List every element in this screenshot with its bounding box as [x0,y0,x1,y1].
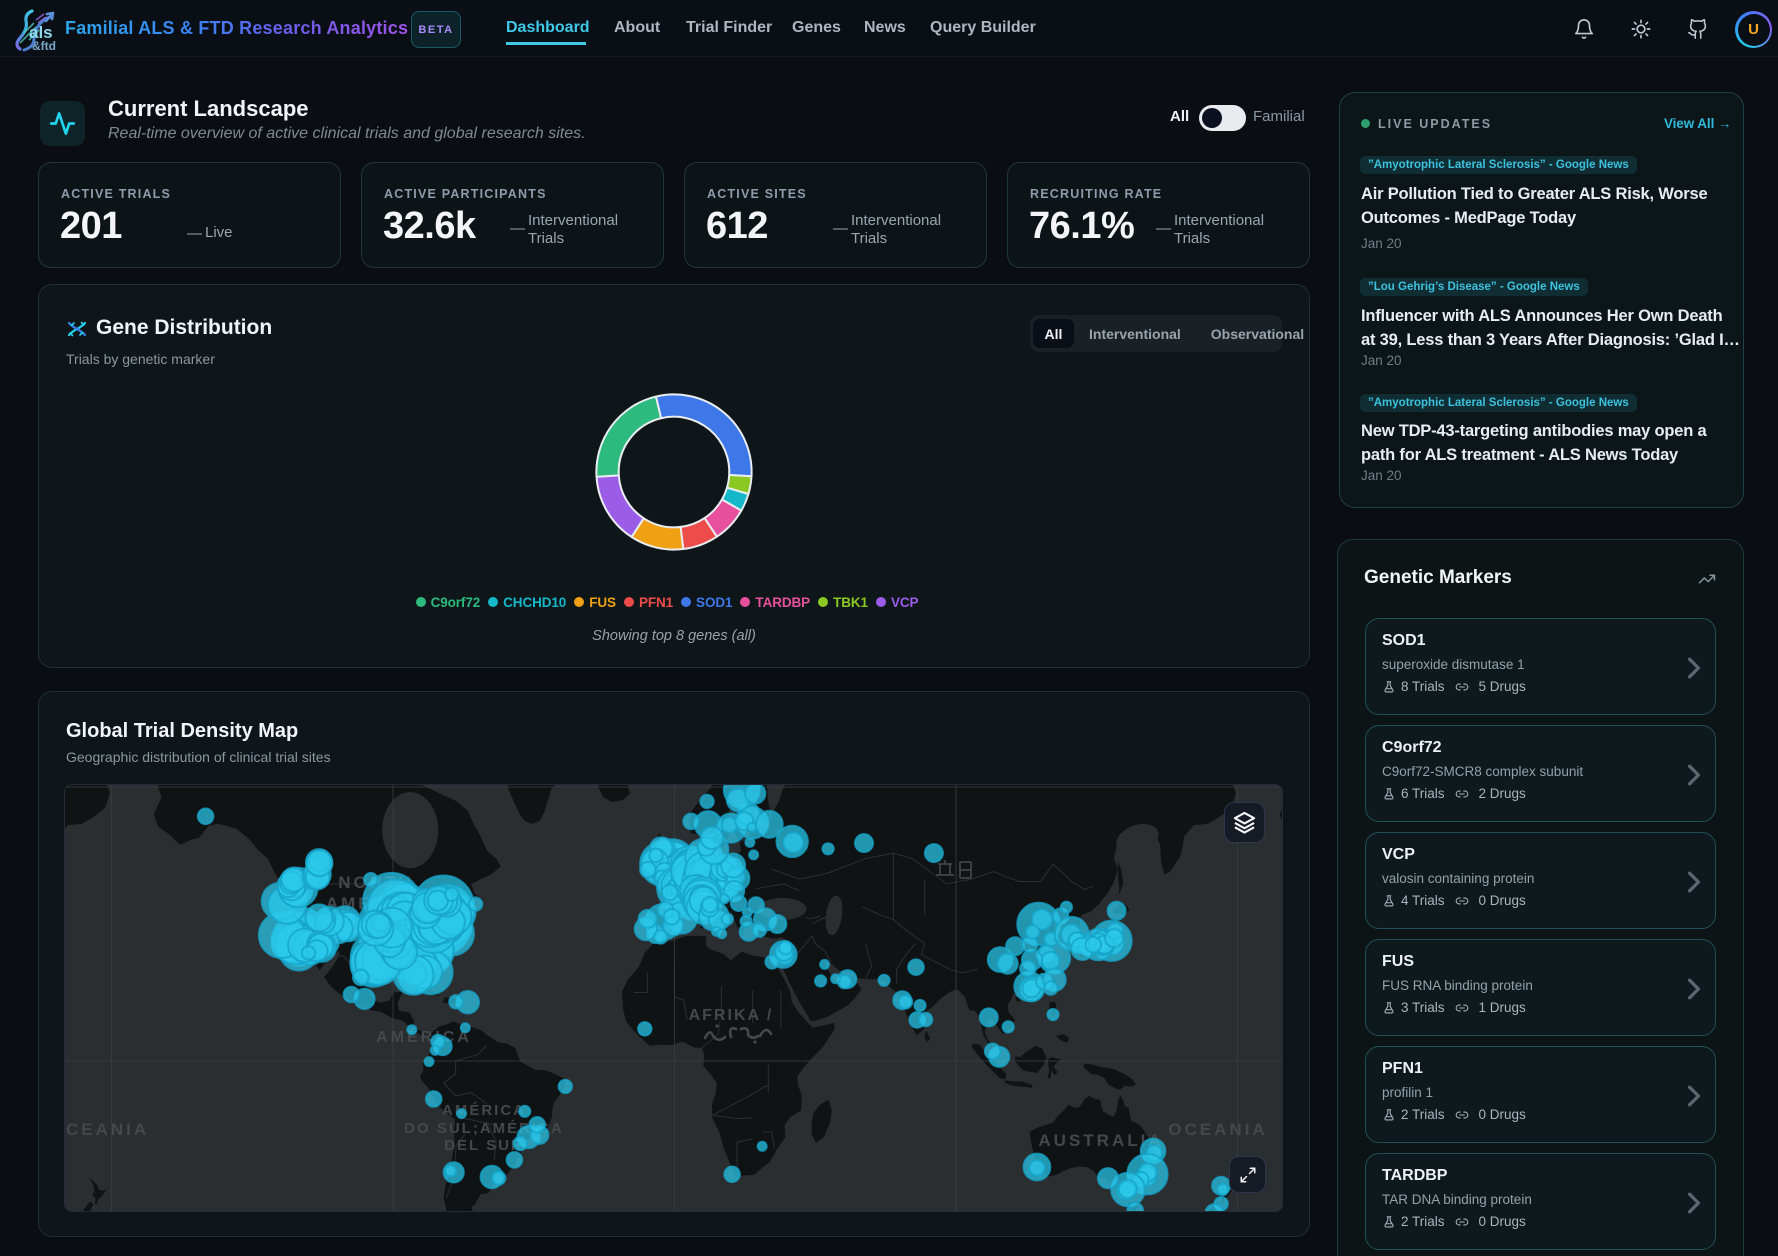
svg-text:AMÉRICA: AMÉRICA [442,1102,526,1119]
svg-text:CEANIA: CEANIA [66,1120,149,1139]
svg-text:AFRIKA /: AFRIKA / [689,1007,774,1024]
svg-text:&ftd: &ftd [32,39,56,53]
svg-text:AUSTRALIA: AUSTRALIA [1038,1131,1163,1150]
svg-text:als: als [29,23,53,42]
svg-text:DEL SUR: DEL SUR [444,1137,524,1154]
svg-text:AMÉRICA: AMÉRICA [376,1027,472,1046]
svg-text:OCEANIA: OCEANIA [1168,1120,1267,1139]
